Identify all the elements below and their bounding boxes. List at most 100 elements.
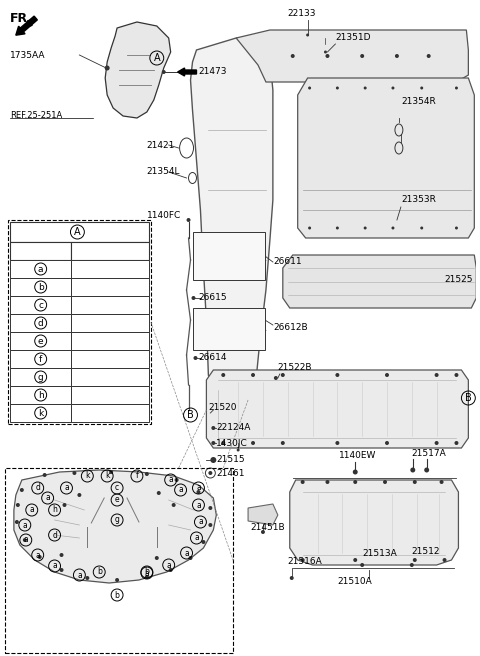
Circle shape [62, 503, 67, 507]
Text: B: B [187, 410, 194, 420]
Circle shape [336, 441, 339, 445]
Circle shape [196, 490, 201, 494]
Text: SYMBOL: SYMBOL [20, 247, 62, 255]
Circle shape [455, 87, 458, 89]
Circle shape [385, 373, 389, 377]
Circle shape [187, 218, 191, 222]
Circle shape [16, 503, 20, 507]
Circle shape [162, 70, 166, 74]
Ellipse shape [306, 145, 336, 165]
Text: 1140EB: 1140EB [93, 264, 128, 274]
FancyArrow shape [178, 68, 196, 76]
Text: g: g [115, 516, 120, 525]
Text: 1140FR: 1140FR [93, 319, 127, 327]
Circle shape [157, 491, 161, 495]
Text: 21354L: 21354L [147, 167, 180, 176]
Text: 21421: 21421 [147, 140, 175, 150]
Circle shape [221, 373, 225, 377]
Circle shape [336, 87, 339, 89]
Circle shape [168, 568, 173, 572]
Text: 21517A: 21517A [412, 449, 446, 457]
Bar [72, 386, 149, 404]
Text: a: a [178, 485, 183, 495]
Circle shape [202, 540, 205, 544]
Text: c: c [38, 300, 43, 310]
Circle shape [325, 54, 329, 58]
Text: b: b [38, 283, 44, 291]
Polygon shape [298, 78, 474, 238]
Text: a: a [52, 562, 57, 571]
Circle shape [306, 33, 309, 37]
Text: a: a [77, 571, 82, 579]
Text: 21513A: 21513A [362, 548, 397, 558]
Text: 26612B: 26612B [273, 323, 308, 333]
Bar [10, 260, 72, 278]
Circle shape [420, 226, 423, 230]
Circle shape [336, 373, 339, 377]
Circle shape [360, 54, 364, 58]
Text: b: b [144, 567, 149, 577]
Text: 1140DJ: 1140DJ [94, 390, 126, 400]
Text: c: c [115, 483, 119, 493]
Text: 22124A: 22124A [216, 424, 251, 432]
Bar [72, 368, 149, 386]
Text: 21356E: 21356E [93, 409, 127, 417]
Text: a: a [194, 533, 199, 543]
Ellipse shape [380, 149, 398, 161]
Text: B: B [465, 393, 472, 403]
Ellipse shape [416, 149, 433, 161]
Circle shape [192, 296, 195, 300]
Text: 21451B: 21451B [250, 523, 285, 533]
Circle shape [155, 556, 159, 560]
Circle shape [440, 480, 444, 484]
Text: a: a [64, 483, 69, 493]
Ellipse shape [343, 149, 361, 161]
Circle shape [274, 376, 278, 380]
Text: f: f [135, 472, 138, 480]
Polygon shape [283, 255, 476, 308]
Text: A: A [74, 227, 81, 237]
Text: 21353R: 21353R [401, 195, 436, 205]
Text: k: k [105, 472, 109, 480]
Circle shape [237, 449, 240, 451]
Circle shape [455, 373, 458, 377]
Circle shape [455, 226, 458, 230]
Text: f: f [39, 354, 42, 363]
Circle shape [85, 576, 89, 580]
Text: a: a [36, 550, 40, 560]
Circle shape [221, 441, 225, 445]
Text: 22133: 22133 [288, 9, 316, 18]
Text: b: b [115, 590, 120, 600]
Bar [10, 278, 72, 296]
Text: a: a [144, 569, 149, 577]
Bar [193, 232, 265, 280]
Circle shape [211, 441, 216, 445]
Text: e: e [38, 337, 44, 346]
Text: 1140EW: 1140EW [339, 451, 377, 461]
Circle shape [115, 578, 119, 582]
Text: 1735AA: 1735AA [10, 51, 46, 60]
Bar [10, 386, 72, 404]
Text: 26615: 26615 [198, 293, 227, 302]
Text: e: e [115, 495, 120, 504]
Polygon shape [105, 22, 171, 118]
Circle shape [353, 480, 357, 484]
Circle shape [360, 563, 364, 567]
Bar [72, 260, 149, 278]
Bar [5, 468, 233, 653]
Circle shape [364, 87, 367, 89]
Text: PNC: PNC [100, 247, 120, 255]
Text: h: h [52, 506, 57, 514]
Circle shape [60, 568, 63, 572]
Text: 1140EZ: 1140EZ [93, 354, 128, 363]
Text: 1140CG: 1140CG [92, 373, 128, 382]
Circle shape [145, 472, 149, 476]
Text: a: a [184, 548, 189, 558]
Circle shape [193, 356, 197, 360]
Bar [10, 368, 72, 386]
Circle shape [336, 226, 339, 230]
Text: 21354R: 21354R [401, 98, 436, 106]
Text: a: a [29, 506, 34, 514]
Circle shape [208, 523, 212, 527]
Circle shape [172, 503, 176, 507]
